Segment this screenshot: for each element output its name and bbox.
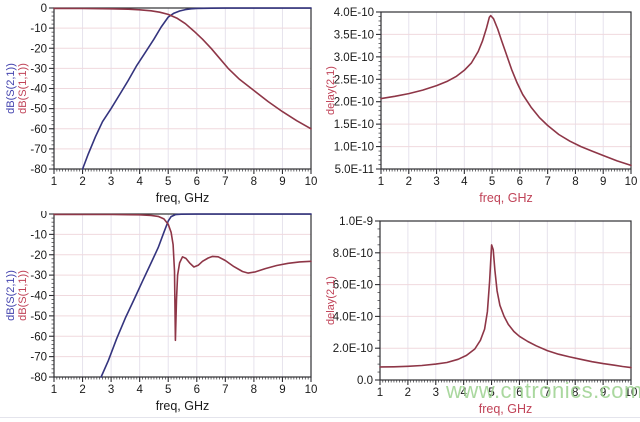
series-db-s-2-1-	[81, 7, 312, 170]
y-tick-label: 4.0E-10	[334, 7, 374, 19]
y-tick-label: -10	[30, 23, 47, 35]
chart-bottomright-delay: 1 2 3 4 5 6 7 8 9 10 1.0E-9 8.0E-10 6.0E-10 4.0E-10 2.…	[325, 216, 638, 416]
y-tick-label: -20	[30, 250, 47, 262]
y-axis-label: delay(2,1)	[325, 66, 337, 115]
y-axis-label: dB(S(1,1))	[17, 270, 29, 321]
y-tick-label: 3.0E-10	[334, 52, 374, 64]
y-tick-label: -80	[30, 372, 47, 384]
y-tick-label: -50	[30, 311, 47, 323]
watermark: www.cntronics.com	[446, 378, 640, 403]
y-tick-label: 0	[41, 3, 47, 15]
y-tick-label: 6.0E-10	[333, 280, 373, 292]
series-db-s-1-1-	[53, 7, 312, 130]
x-tick-label: 7	[544, 387, 550, 399]
y-tick-label: -30	[30, 270, 47, 282]
y-tick-label: -70	[30, 144, 47, 156]
freq-axis-label: freq, GHz	[479, 402, 533, 416]
y-tick-label: -40	[30, 291, 47, 303]
series-db-s-2-1-	[100, 213, 312, 378]
x-tick-label: 3	[108, 384, 114, 396]
y-axis-label: delay(2,1)	[325, 276, 337, 325]
y-tick-label: -50	[30, 104, 47, 116]
x-tick-label: 7	[544, 176, 550, 188]
y-tick-label: 2.0E-10	[334, 97, 374, 109]
x-tick-label: 5	[165, 176, 171, 188]
x-tick-label: 3	[108, 176, 114, 188]
x-tick-label: 4	[136, 176, 143, 188]
x-tick-label: 8	[572, 176, 578, 188]
y-tick-label: 1.0E-10	[334, 142, 374, 154]
x-tick-label: 10	[305, 176, 318, 188]
x-tick-label: 5	[165, 384, 171, 396]
series-delay-2-1-	[379, 244, 632, 369]
x-tick-label: 9	[600, 387, 606, 399]
x-tick-label: 6	[194, 176, 200, 188]
series-db-s-1-1-	[53, 213, 312, 342]
y-tick-label: -40	[30, 84, 47, 96]
chart-bottomleft-sparams: 1 2 3 4 5 6 7 8 9 10 0 -10 -20 -30 -40 -50 -60 -70 -80 dB(S…	[5, 211, 318, 413]
bottom-divider	[0, 417, 640, 418]
x-tick-label: 10	[625, 387, 638, 399]
y-axis-label: dB(S(2,1))	[5, 270, 17, 321]
y-tick-label: -10	[30, 229, 47, 241]
y-tick-label: 0	[41, 211, 47, 221]
series-delay-2-1-	[380, 14, 632, 167]
x-tick-label: 4	[461, 176, 468, 188]
y-tick-label: -70	[30, 352, 47, 364]
x-tick-label: 8	[251, 176, 257, 188]
y-tick-label: 1.0E-9	[339, 216, 373, 228]
x-tick-label: 1	[378, 176, 384, 188]
y-tick-label: 2.5E-10	[334, 74, 374, 86]
x-tick-label: 2	[405, 387, 411, 399]
x-tick-label: 7	[222, 384, 228, 396]
x-tick-label: 5	[488, 387, 494, 399]
x-tick-label: 2	[79, 176, 85, 188]
x-tick-label: 1	[377, 387, 383, 399]
plot-frame	[53, 7, 312, 170]
plot-frame	[379, 220, 632, 381]
x-tick-label: 10	[625, 176, 638, 188]
x-tick-label: 6	[194, 384, 200, 396]
plot-frame	[380, 11, 632, 170]
x-tick-label: 6	[516, 387, 522, 399]
x-tick-label: 2	[79, 384, 85, 396]
x-tick-label: 5	[489, 176, 495, 188]
y-axis-label: dB(S(1,1))	[17, 63, 29, 114]
y-tick-label: -30	[30, 63, 47, 75]
y-tick-label: 3.5E-10	[334, 29, 374, 41]
x-tick-label: 2	[406, 176, 412, 188]
y-tick-label: -20	[30, 43, 47, 55]
x-tick-label: 4	[136, 384, 143, 396]
x-tick-label: 9	[600, 176, 606, 188]
x-tick-label: 7	[222, 176, 228, 188]
x-tick-label: 9	[279, 384, 285, 396]
y-tick-label: 1.5E-10	[334, 119, 374, 131]
x-tick-label: 3	[433, 176, 439, 188]
freq-axis-label: freq, GHz	[479, 191, 533, 205]
x-tick-label: 9	[279, 176, 285, 188]
y-tick-label: -80	[30, 164, 47, 176]
y-tick-label: 4.0E-10	[333, 311, 373, 323]
y-tick-label: 5.0E-11	[335, 164, 374, 176]
x-tick-label: 3	[433, 387, 439, 399]
y-tick-label: 0.0	[357, 375, 373, 387]
x-tick-label: 1	[51, 176, 57, 188]
chart-topright-delay: 1 2 3 4 5 6 7 8 9 10 4.0E-10 3.5E-10 3.0E-10 2.5E-10 2…	[325, 7, 638, 205]
freq-axis-label: freq, GHz	[156, 399, 210, 413]
x-tick-label: 8	[251, 384, 257, 396]
x-tick-label: 10	[305, 384, 318, 396]
chart-topleft-sparams: 1 2 3 4 5 6 7 8 9 10 0 -10 -20 -30 -40 -50 -60 -70 -80 dB(S…	[5, 3, 318, 205]
x-tick-label: 6	[517, 176, 523, 188]
y-tick-label: 8.0E-10	[333, 248, 373, 260]
x-tick-label: 4	[460, 387, 467, 399]
y-axis-label: dB(S(2,1))	[5, 63, 17, 114]
freq-axis-label: freq, GHz	[156, 191, 210, 205]
y-tick-label: 2.0E-10	[333, 343, 373, 355]
y-tick-label: -60	[30, 331, 47, 343]
x-tick-label: 1	[51, 384, 57, 396]
y-tick-label: -60	[30, 124, 47, 136]
x-tick-label: 8	[572, 387, 578, 399]
